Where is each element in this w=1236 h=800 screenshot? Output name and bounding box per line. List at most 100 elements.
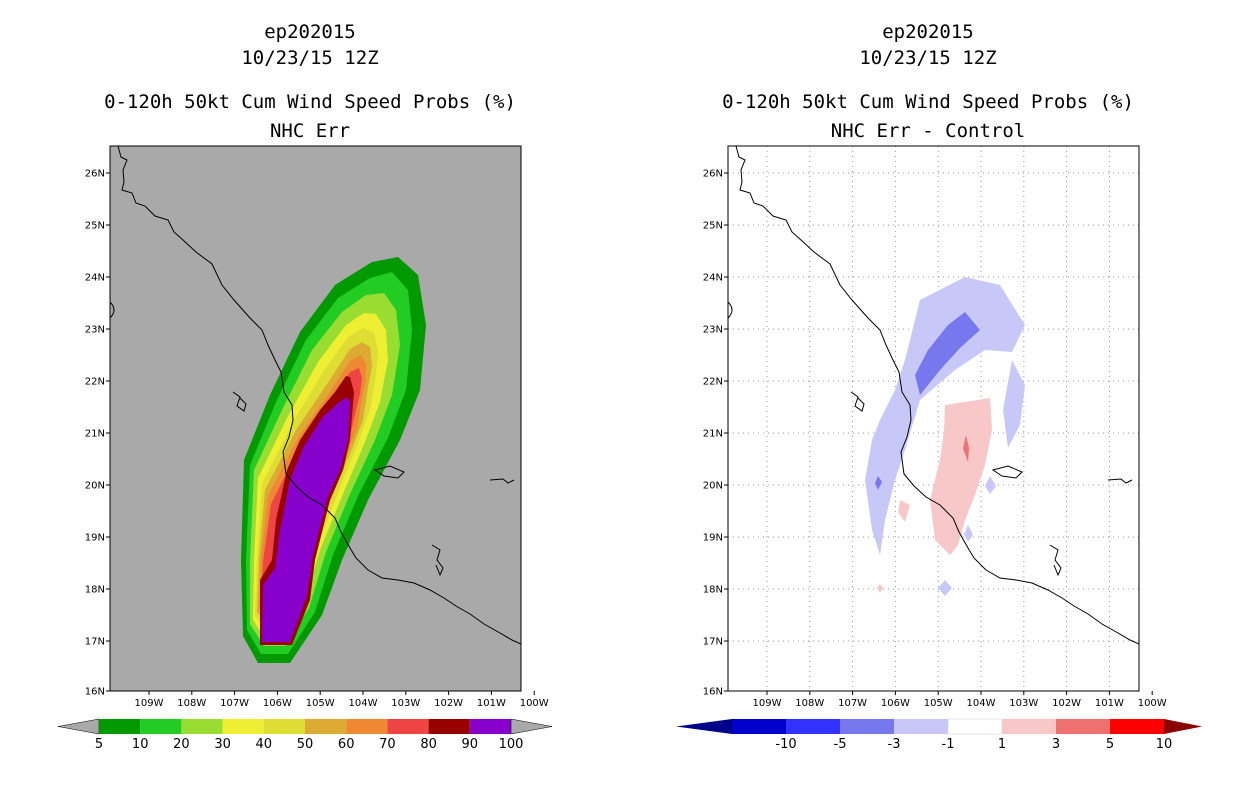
right-subtitle: NHC Err - Control [830,120,1026,142]
colorbar-label: 100 [499,737,524,752]
lon-tick-label: 104W [967,698,996,709]
colorbar-over-triangle [510,718,553,735]
colorbar-label: 10 [1156,737,1173,752]
right-island-2 [991,465,1023,479]
lon-tick-label: 108W [795,698,824,709]
left-colorbar: 5 10 20 30 40 50 60 70 80 90 100 [57,718,553,752]
lon-tick-label: 103W [391,698,420,709]
lat-tick-label: 23N [703,325,723,336]
lat-tick-label: 19N [85,533,105,544]
right-lake-2 [1107,478,1133,484]
colorbar-box [894,719,948,734]
colorbar-label: -1 [942,737,955,752]
lat-tick-label: 26N [703,169,723,180]
right-coastline [735,146,1139,645]
colorbar-label: 80 [420,737,437,752]
left-axis-ticks: 109W 108W 107W 106W 105W 104W 103W 102W 101W 100W… [85,169,549,710]
lon-tick-label: 100W [520,698,549,709]
diff-neg-light-main [865,277,1025,555]
diff-neg-mid-dot [875,476,882,490]
diff-neg-light-dot2 [985,476,996,494]
colorbar-box [786,719,840,734]
prob-band-90 [262,397,350,642]
colorbar-label: 20 [173,737,190,752]
lon-tick-label: 107W [220,698,249,709]
right-datetime: 10/23/15 12Z [859,47,997,69]
right-product-title: 0-120h 50kt Cum Wind Speed Probs (%) [722,91,1134,113]
lat-tick-label: 26N [85,169,105,180]
colorbar-box [1002,719,1056,734]
left-island-1 [232,391,247,412]
colorbar-box [947,718,1003,735]
right-colorbar: -10 -5 -3 -1 1 3 5 10 [676,718,1202,752]
colorbar-label: 5 [1106,737,1114,752]
colorbar-box [1110,719,1164,734]
colorbar-label: 50 [297,737,314,752]
right-map-background [728,146,1139,691]
lat-tick-label: 24N [85,273,105,284]
lat-tick-label: 17N [703,637,723,648]
colorbar-box [387,719,429,734]
lon-tick-label: 105W [306,698,335,709]
lon-tick-label: 103W [1009,698,1038,709]
lon-tick-label: 100W [1138,698,1167,709]
lat-tick-label: 19N [703,533,723,544]
colorbar-box [99,719,141,734]
colorbar-label: -5 [834,737,847,752]
colorbar-label: 90 [462,737,479,752]
left-map-frame [109,145,522,692]
lon-tick-label: 109W [135,698,164,709]
lat-tick-label: 21N [703,429,723,440]
lon-tick-label: 104W [349,698,378,709]
left-lake-1 [431,544,444,577]
right-lake-1 [1049,544,1062,577]
right-map-frame [727,145,1140,692]
lat-tick-label: 16N [85,687,105,698]
left-product-title: 0-120h 50kt Cum Wind Speed Probs (%) [104,91,516,113]
colorbar-under-triangle [676,719,732,734]
right-difference-field [728,146,1139,645]
lat-tick-label: 17N [85,637,105,648]
left-lake-2 [489,478,515,484]
diff-neg-light-dot [938,580,952,596]
colorbar-label: 70 [379,737,396,752]
colorbar-box [732,719,786,734]
lat-tick-label: 18N [85,585,105,596]
colorbar-label: 10 [132,737,149,752]
lon-tick-label: 102W [434,698,463,709]
lat-tick-label: 21N [85,429,105,440]
lon-tick-label: 105W [924,698,953,709]
left-coastline [117,146,521,645]
colorbar-label: 60 [338,737,355,752]
lat-tick-label: 23N [85,325,105,336]
left-storm-id: ep202015 [264,21,356,43]
left-baja-coast [110,301,115,319]
lon-tick-label: 107W [838,698,867,709]
diff-pos-mid [963,435,969,462]
diff-neg-light-dot3 [964,525,973,542]
colorbar-box [840,719,894,734]
diff-neg-mid [915,312,980,395]
right-axis-ticks: 109W 108W 107W 106W 105W 104W 103W 102W 101W 100W… [703,169,1167,710]
lon-tick-label: 101W [1095,698,1124,709]
colorbar-box [1056,719,1110,734]
lon-tick-label: 109W [753,698,782,709]
colorbar-box [181,719,223,734]
colorbar-box [263,719,305,734]
lat-tick-label: 22N [85,377,105,388]
lat-tick-label: 25N [703,221,723,232]
colorbar-label: 30 [214,737,231,752]
colorbar-box [346,719,388,734]
lat-tick-label: 25N [85,221,105,232]
colorbar-label: -3 [888,737,901,752]
diff-neg-light-east [1003,360,1025,448]
right-storm-id: ep202015 [882,21,974,43]
lon-tick-label: 102W [1052,698,1081,709]
lat-tick-label: 24N [703,273,723,284]
colorbar-box [222,719,264,734]
right-baja-coast [728,301,733,319]
diff-pos-light-dot [877,584,883,593]
colorbar-over-triangle [1164,719,1202,734]
lon-tick-label: 106W [263,698,292,709]
